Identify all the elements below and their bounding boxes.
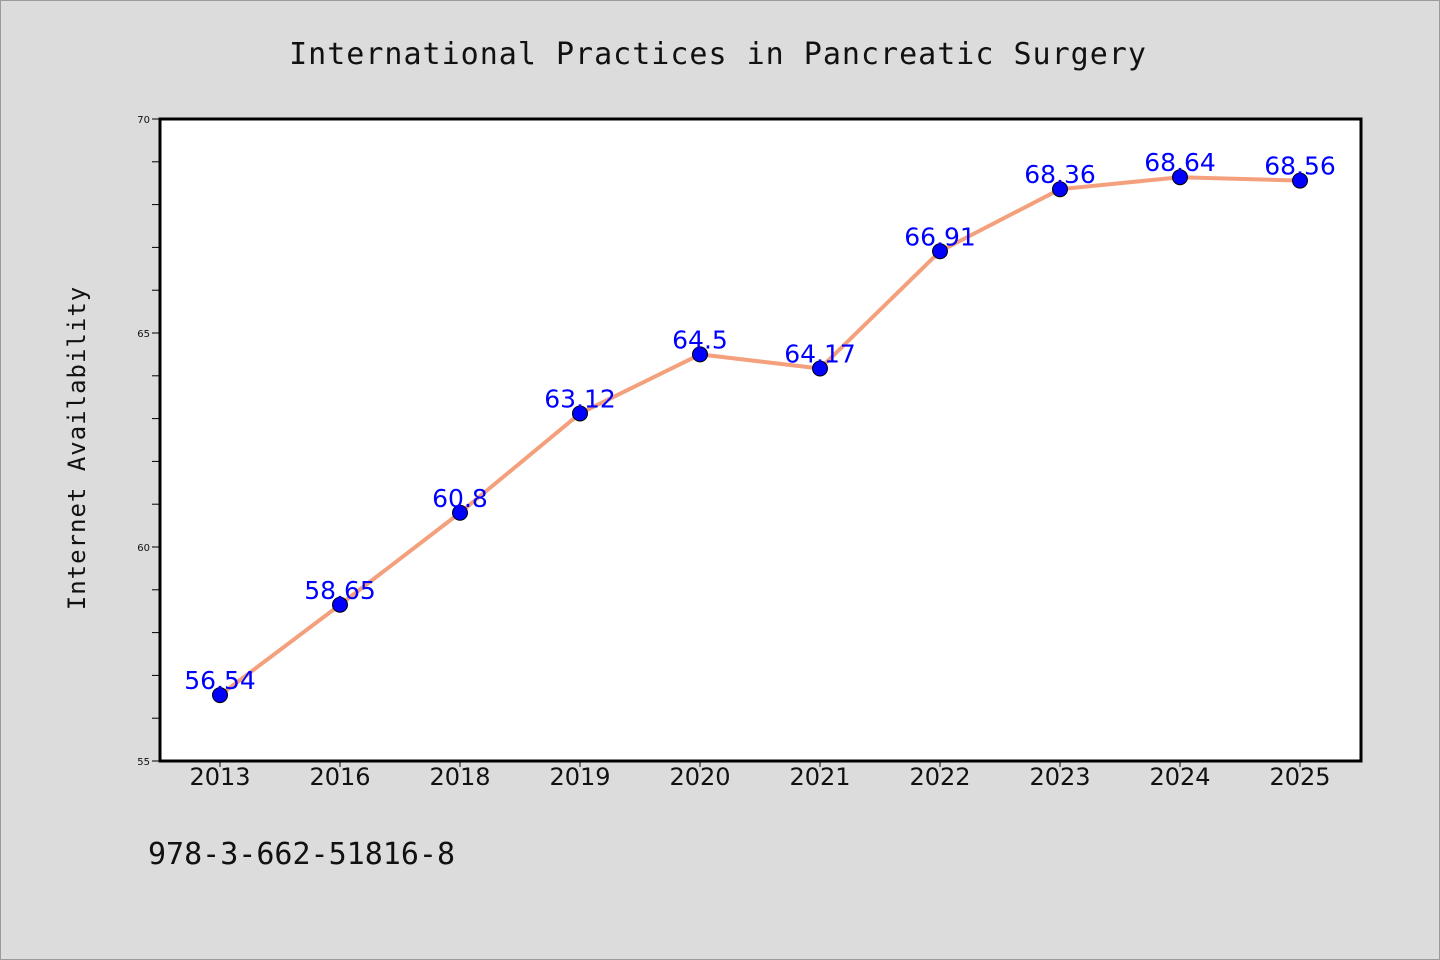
- data-labels: 56.54 58.65 60.8 63.12 64.5 64.17 66.91 68.36 68…: [184, 148, 1336, 695]
- data-label: 64.17: [784, 340, 856, 369]
- data-point: [812, 360, 828, 377]
- x-tick-label: 2019: [549, 763, 610, 791]
- x-tick-label: 2025: [1269, 763, 1330, 791]
- y-axis-label: Internet Availability: [63, 286, 91, 610]
- data-point: [332, 596, 348, 613]
- data-markers: [212, 169, 1308, 704]
- data-point: [692, 346, 708, 363]
- x-tick-label: 2013: [189, 763, 250, 791]
- data-point: [1292, 172, 1308, 189]
- x-tick-label: 2023: [1029, 763, 1090, 791]
- data-label: 66.91: [904, 222, 976, 251]
- data-point: [932, 243, 948, 260]
- data-point: [1052, 181, 1068, 198]
- data-point: [572, 405, 588, 422]
- y-tick-label: 60: [137, 543, 150, 554]
- x-tick-label: 2021: [789, 763, 850, 791]
- x-tick-label: 2024: [1149, 763, 1210, 791]
- x-axis-ticks: 2013 2016 2018 2019 2020 2021 2022 2023 2024 2025: [189, 761, 1331, 791]
- y-tick-label: 70: [137, 115, 150, 126]
- data-label: 68.36: [1024, 160, 1096, 189]
- chart-title: International Practices in Pancreatic Su…: [289, 37, 1147, 72]
- y-axis-ticks: 55 60 65 70: [137, 115, 160, 768]
- x-tick-label: 2020: [669, 763, 730, 791]
- x-tick-label: 2018: [429, 763, 490, 791]
- data-point: [1172, 169, 1188, 186]
- y-tick-label: 55: [137, 757, 150, 768]
- series-line: [218, 175, 1301, 697]
- x-tick-label: 2022: [909, 763, 970, 791]
- y-tick-label: 65: [137, 329, 150, 340]
- data-label: 63.12: [544, 384, 616, 413]
- isbn-text: 978-3-662-51816-8: [148, 837, 455, 872]
- data-point: [212, 687, 228, 704]
- data-label: 60.8: [432, 484, 488, 513]
- plot-area: [158, 117, 1363, 763]
- data-label: 56.54: [184, 666, 256, 695]
- data-label: 68.64: [1144, 148, 1216, 177]
- data-label: 64.5: [672, 325, 728, 354]
- data-label: 58.65: [304, 576, 376, 605]
- data-point: [452, 504, 468, 521]
- data-label: 68.56: [1264, 152, 1336, 181]
- y-minor-ticks: [152, 161, 160, 719]
- x-tick-label: 2016: [309, 763, 370, 791]
